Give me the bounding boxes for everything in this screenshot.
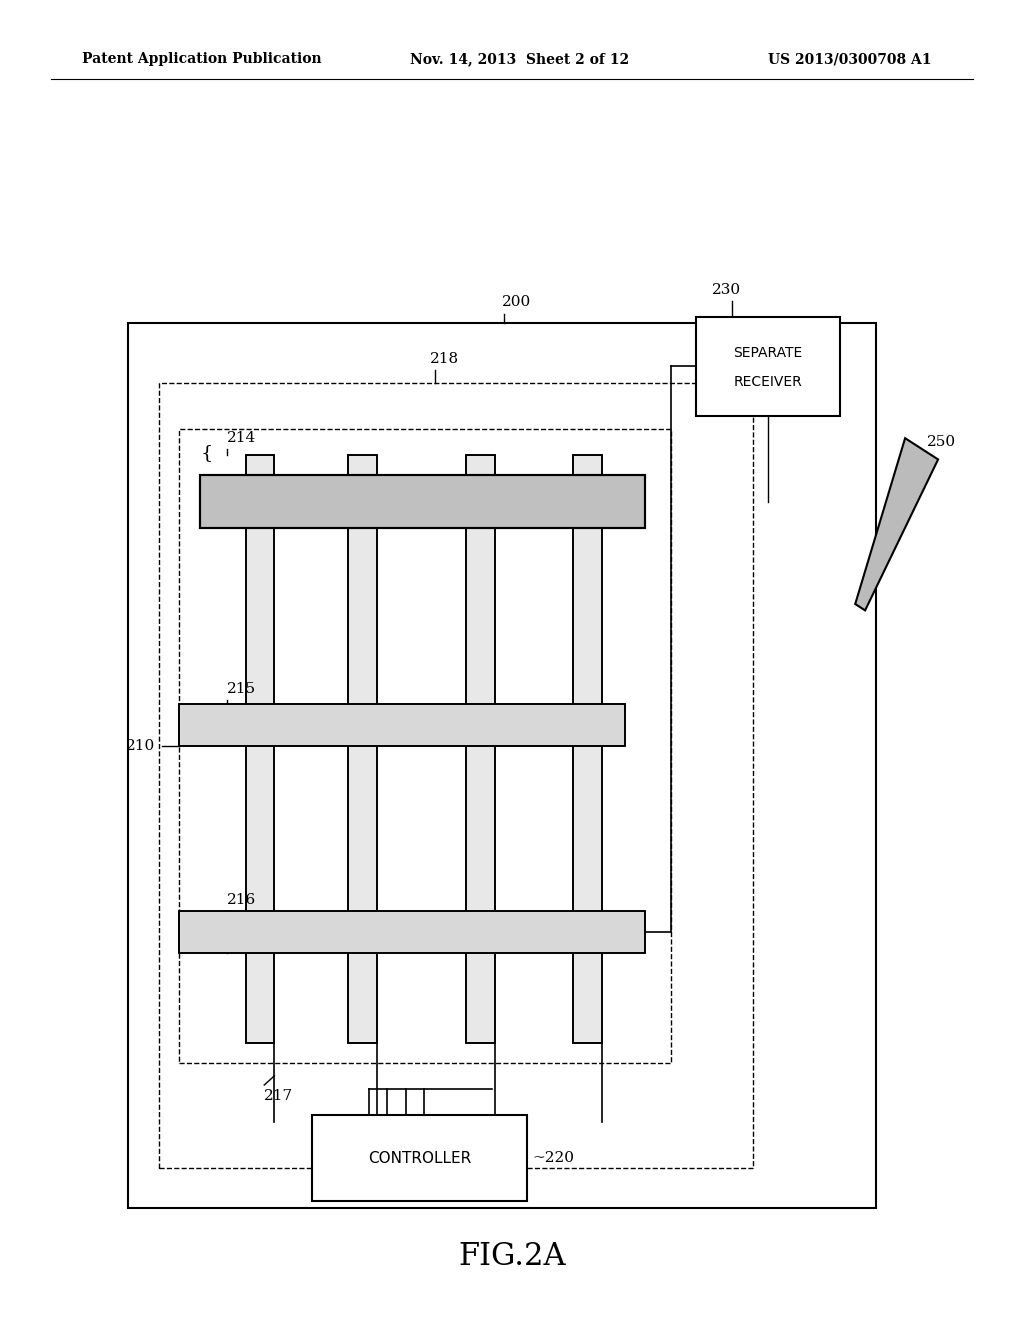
Polygon shape <box>855 438 938 610</box>
Text: 200: 200 <box>502 294 531 309</box>
Text: ~220: ~220 <box>532 1151 574 1166</box>
Text: US 2013/0300708 A1: US 2013/0300708 A1 <box>768 53 932 66</box>
FancyBboxPatch shape <box>573 455 602 1043</box>
FancyBboxPatch shape <box>312 1115 527 1201</box>
FancyBboxPatch shape <box>466 455 495 1043</box>
FancyBboxPatch shape <box>179 704 625 746</box>
Text: 218: 218 <box>430 351 459 366</box>
Text: Patent Application Publication: Patent Application Publication <box>82 53 322 66</box>
Text: 214: 214 <box>227 430 257 445</box>
Text: 216: 216 <box>227 892 257 907</box>
Text: FIG.2A: FIG.2A <box>458 1241 566 1272</box>
FancyBboxPatch shape <box>348 455 377 1043</box>
Text: {: { <box>201 444 213 462</box>
Text: SEPARATE: SEPARATE <box>733 346 803 360</box>
Text: 217: 217 <box>264 1089 293 1104</box>
Text: 215: 215 <box>227 681 256 696</box>
Text: 250: 250 <box>927 434 955 449</box>
Text: RECEIVER: RECEIVER <box>733 375 803 389</box>
Text: 230: 230 <box>712 282 740 297</box>
FancyBboxPatch shape <box>696 317 840 416</box>
FancyBboxPatch shape <box>200 475 645 528</box>
Text: CONTROLLER: CONTROLLER <box>369 1151 471 1166</box>
FancyBboxPatch shape <box>179 911 645 953</box>
Text: 210: 210 <box>126 739 156 752</box>
Text: Nov. 14, 2013  Sheet 2 of 12: Nov. 14, 2013 Sheet 2 of 12 <box>410 53 629 66</box>
FancyBboxPatch shape <box>246 455 274 1043</box>
